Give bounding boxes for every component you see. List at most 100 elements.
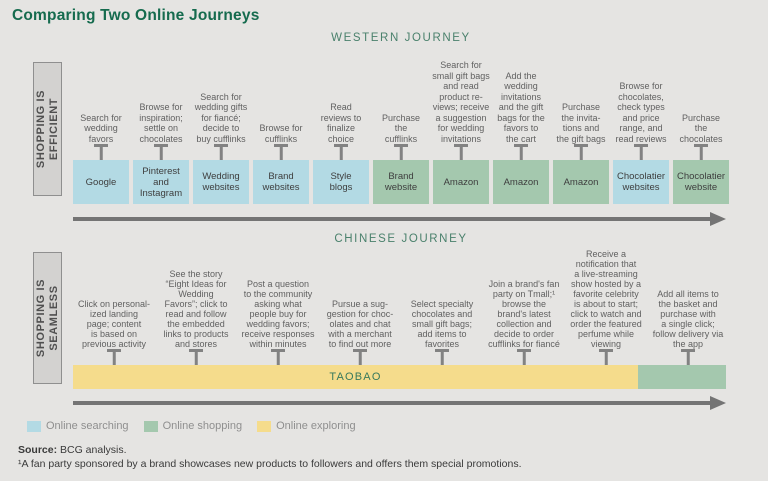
western-journey-header: WESTERN JOURNEY (331, 32, 471, 44)
chinese-journey-step: Select specialty chocolates and small gi… (401, 246, 483, 365)
chinese-journey-step: Receive a notification that a live-strea… (565, 246, 647, 365)
source-label: Source: (18, 444, 58, 456)
step-description: Search for wedding favors (80, 112, 122, 144)
step-description: Add the wedding invitations and the gift… (497, 70, 545, 144)
step-label-zone: Purchase the cufflinks (373, 52, 429, 144)
connector-line (154, 144, 168, 160)
connector-line (694, 144, 708, 160)
step-description: See the story “Eight Ideas for Wedding F… (163, 269, 229, 349)
connector-line (274, 144, 288, 160)
connector-line (454, 144, 468, 160)
step-description: Click on personal- ized landing page; co… (77, 299, 151, 349)
platform-box: Amazon (553, 160, 609, 204)
legend-label: Online exploring (276, 420, 356, 432)
connector-line (514, 144, 528, 160)
legend-swatch-searching (27, 420, 41, 432)
shopping-is-efficient-label: SHOPPING IS EFFICIENT (33, 62, 62, 196)
exploring-bar-segment: TAOBAO (73, 365, 638, 389)
step-description: Search for wedding gifts for fiancé; dec… (194, 91, 248, 144)
sidebar-vertical-text: SHOPPING IS SEAMLESS (34, 278, 60, 358)
legend-label: Online shopping (162, 420, 243, 432)
step-description: Read reviews to finalize choice (320, 102, 362, 144)
platform-box: Brand websites (253, 160, 309, 204)
connector-line (271, 349, 285, 365)
western-timeline-arrow (73, 211, 726, 226)
platform-box: Amazon (433, 160, 489, 204)
step-description: Purchase the invita- tions and the gift … (556, 102, 606, 144)
chinese-journey-step: Join a brand's fan party on Tmall;¹ brow… (483, 246, 565, 365)
western-journey-step: Search for small gift bags and read prod… (432, 52, 490, 204)
step-description: Browse for inspiration; settle on chocol… (139, 102, 183, 144)
chinese-journey-steps: Click on personal- ized landing page; co… (73, 246, 729, 365)
step-description: Purchase the cufflinks (381, 112, 421, 144)
platform-box: Amazon (493, 160, 549, 204)
taobao-platform-label: TAOBAO (329, 371, 382, 383)
footnote-text: ¹A fan party sponsored by a brand showca… (18, 458, 522, 470)
step-label-zone: Click on personal- ized landing page; co… (73, 246, 155, 349)
step-description: Search for small gift bags and read prod… (432, 60, 490, 144)
connector-line (681, 349, 695, 365)
connector-line (435, 349, 449, 365)
connector-line (353, 349, 367, 365)
platform-box: Style blogs (313, 160, 369, 204)
step-description: Browse for cufflinks (259, 123, 303, 144)
chinese-journey-step: Add all items to the basket and purchase… (647, 246, 729, 365)
platform-box: Wedding websites (193, 160, 249, 204)
platform-box: Google (73, 160, 129, 204)
connector-line (394, 144, 408, 160)
step-label-zone: Post a question to the community asking … (237, 246, 319, 349)
step-description: Post a question to the community asking … (241, 279, 315, 349)
step-label-zone: Add the wedding invitations and the gift… (493, 52, 549, 144)
legend-item-searching: Online searching (27, 420, 129, 432)
chinese-journey-step: Post a question to the community asking … (237, 246, 319, 365)
connector-line (94, 144, 108, 160)
taobao-bar: TAOBAO (73, 365, 726, 389)
western-journey-step: Search for wedding gifts for fiancé; dec… (193, 52, 249, 204)
step-description: Select specialty chocolates and small gi… (410, 299, 474, 349)
step-label-zone: See the story “Eight Ideas for Wedding F… (155, 246, 237, 349)
step-label-zone: Search for wedding favors (73, 52, 129, 144)
source-text: BCG analysis. (60, 444, 127, 456)
step-label-zone: Browse for cufflinks (253, 52, 309, 144)
western-journey-step: Read reviews to finalize choice Style blo… (313, 52, 369, 204)
platform-box: Chocolatier website (673, 160, 729, 204)
connector-line (517, 349, 531, 365)
step-label-zone: Add all items to the basket and purchase… (647, 246, 729, 349)
connector-line (574, 144, 588, 160)
step-label-zone: Pursue a sug- gestion for choc- olates a… (319, 246, 401, 349)
western-journey-step: Browse for inspiration; settle on chocol… (133, 52, 189, 204)
western-journey-step: Add the wedding invitations and the gift… (493, 52, 549, 204)
connector-line (214, 144, 228, 160)
step-label-zone: Join a brand's fan party on Tmall;¹ brow… (483, 246, 565, 349)
legend-swatch-shopping (143, 420, 158, 432)
platform-box: Pinterest and Instagram (133, 160, 189, 204)
platform-box: Brand website (373, 160, 429, 204)
legend-item-shopping: Online shopping (143, 420, 243, 432)
step-description: Pursue a sug- gestion for choc- olates a… (326, 299, 394, 349)
western-journey-step: Purchase the invita- tions and the gift … (553, 52, 609, 204)
chinese-journey-step: Pursue a sug- gestion for choc- olates a… (319, 246, 401, 365)
step-label-zone: Select specialty chocolates and small gi… (401, 246, 483, 349)
source-line: Source: BCG analysis. (18, 444, 127, 456)
platform-box: Chocolatier websites (613, 160, 669, 204)
chinese-journey-step: Click on personal- ized landing page; co… (73, 246, 155, 365)
exhibit-title: Comparing Two Online Journeys (12, 7, 260, 24)
shopping-bar-segment (638, 365, 726, 389)
western-journey-step: Browse for cufflinks Brand websites (253, 52, 309, 204)
western-journey-steps: Search for wedding favors Google Browse fo… (73, 52, 729, 204)
legend-label: Online searching (46, 420, 129, 432)
step-description: Join a brand's fan party on Tmall;¹ brow… (488, 279, 560, 349)
chinese-timeline-arrow (73, 395, 726, 410)
step-label-zone: Purchase the chocolates (673, 52, 729, 144)
step-label-zone: Search for wedding gifts for fiancé; dec… (193, 52, 249, 144)
legend: Online searching Online shopping Online ex… (27, 420, 356, 432)
connector-line (189, 349, 203, 365)
step-label-zone: Purchase the invita- tions and the gift … (553, 52, 609, 144)
connector-line (634, 144, 648, 160)
sidebar-vertical-text: SHOPPING IS EFFICIENT (34, 89, 60, 169)
western-journey-step: Browse for chocolates, check types and p… (613, 52, 669, 204)
legend-swatch-exploring (257, 420, 272, 432)
shopping-is-seamless-label: SHOPPING IS SEAMLESS (33, 252, 62, 384)
step-label-zone: Receive a notification that a live-strea… (565, 246, 647, 349)
